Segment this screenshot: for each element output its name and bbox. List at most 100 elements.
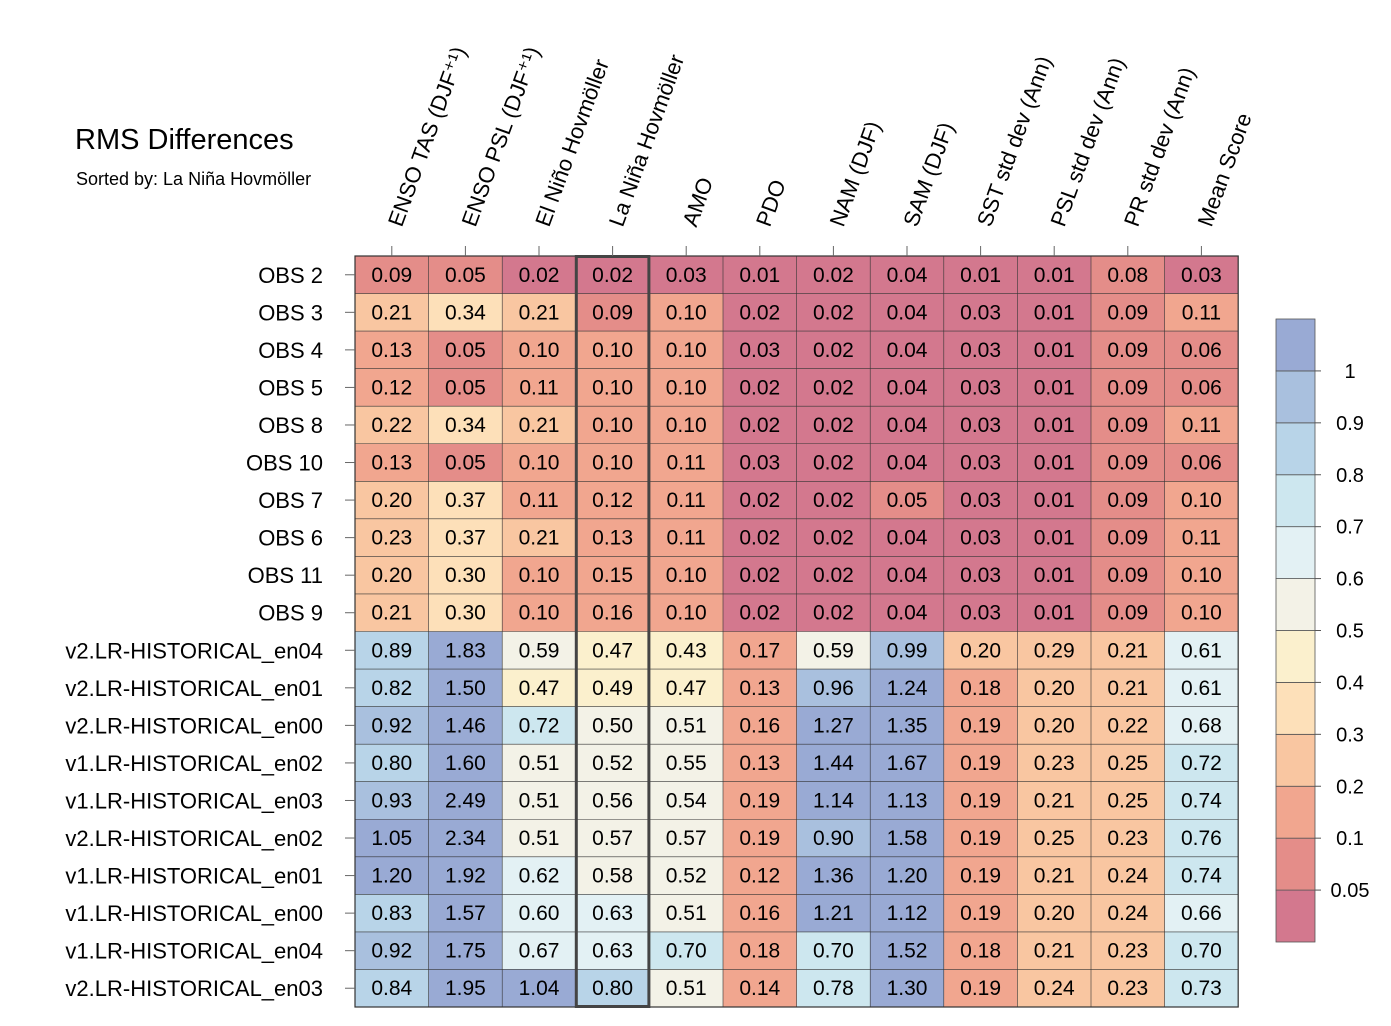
cell-value-label: 0.04	[887, 602, 928, 625]
heatmap-cell	[355, 931, 429, 970]
heatmap-cell	[355, 856, 429, 895]
heatmap-cell	[1164, 706, 1239, 745]
cell-value-label: 0.21	[1034, 940, 1075, 963]
cell-value-label: 0.70	[1181, 940, 1222, 963]
heatmap-cell	[502, 819, 576, 857]
heatmap-cell	[502, 331, 576, 369]
cell-value-label: 0.78	[813, 977, 854, 1000]
cell-value-label: 0.30	[445, 564, 486, 587]
cell-value-label: 1.92	[445, 865, 486, 888]
heatmap-cell	[870, 368, 944, 407]
heatmap-cell	[870, 631, 944, 670]
heatmap-cell	[649, 819, 723, 857]
heatmap-cell	[1017, 481, 1091, 519]
heatmap-cell	[575, 293, 650, 332]
cell-value-label: 0.76	[1181, 827, 1222, 850]
heatmap-cell	[649, 706, 723, 745]
cell-value-label: 0.29	[1034, 639, 1075, 662]
heatmap-cell	[355, 969, 429, 1007]
heatmap-cell	[1164, 669, 1239, 707]
heatmap-cell	[649, 443, 723, 482]
heatmap-cell	[796, 781, 871, 820]
colorbar: 0.05 0.1 0.2 0.3 0.4 0.5 0.6 0.7 0.8 0.9 1	[1275, 318, 1369, 943]
cell-value-label: 0.16	[592, 602, 633, 625]
colorbar-swatch	[1275, 682, 1316, 735]
heatmap-cell	[796, 819, 871, 857]
heatmap-cell	[428, 556, 503, 594]
cell-value-label: 0.03	[739, 339, 780, 362]
heatmap-cell	[870, 856, 944, 895]
heatmap-cell	[1091, 819, 1165, 857]
heatmap-cell	[428, 894, 503, 932]
column-label-pr-std-dev-ann: PR std dev (Ann)	[1119, 64, 1200, 230]
cell-value-label: 0.10	[666, 414, 707, 437]
cell-value-label: 0.67	[519, 940, 560, 963]
cell-value-label: 0.02	[813, 564, 854, 587]
cell-value-label: 1.30	[887, 977, 928, 1000]
cell-value-label: 0.62	[519, 865, 560, 888]
cell-value-label: 0.70	[813, 940, 854, 963]
heatmap-cell	[428, 631, 503, 670]
cell-value-label: 0.47	[592, 639, 633, 662]
heatmap-cell	[1091, 406, 1165, 444]
cell-value-label: 0.55	[666, 752, 707, 775]
heatmap-cell	[428, 969, 503, 1007]
cell-value-label: 0.11	[667, 452, 706, 475]
column-labels: ENSO TAS (DJF⁺¹)ENSO PSL (DJF⁺¹)El Niño …	[383, 43, 1257, 256]
heatmap-cell	[796, 969, 871, 1007]
heatmap-cell	[1091, 856, 1165, 895]
heatmap-cell	[502, 593, 576, 632]
heatmap-cell	[870, 443, 944, 482]
cell-value-label: 1.95	[445, 977, 486, 1000]
cell-value-label: 0.59	[813, 639, 854, 662]
chart-title: RMS Differences	[75, 124, 294, 156]
cell-value-label: 0.20	[960, 639, 1001, 662]
heatmap-cell	[502, 443, 576, 482]
cell-value-label: 0.80	[371, 752, 412, 775]
colorbar-tick-label: 0.9	[1336, 413, 1364, 435]
row-label-obs-7: OBS 7	[258, 488, 323, 513]
heatmap-cell	[1164, 894, 1239, 932]
cell-value-label: 1.46	[445, 714, 486, 737]
heatmap-cell	[943, 556, 1018, 594]
heatmap-cell	[1091, 443, 1165, 482]
heatmap-cell	[1164, 256, 1239, 294]
cell-value-label: 0.99	[887, 639, 928, 662]
cell-value-label: 2.34	[445, 827, 486, 850]
heatmap-cell	[1091, 556, 1165, 594]
heatmap-cell	[723, 443, 797, 482]
cell-value-label: 0.25	[1107, 752, 1148, 775]
heatmap-cell	[796, 744, 871, 782]
heatmap-cell	[355, 631, 429, 670]
cell-value-label: 0.47	[666, 677, 707, 700]
heatmap-cell	[723, 819, 797, 857]
colorbar-tick-label: 0.6	[1336, 569, 1364, 591]
heatmap-cell	[870, 781, 944, 820]
cell-value-label: 0.63	[592, 940, 633, 963]
cell-value-label: 0.21	[1034, 789, 1075, 812]
cell-value-label: 0.10	[1181, 489, 1222, 512]
heatmap-cell	[428, 293, 503, 332]
cell-value-label: 0.58	[592, 865, 633, 888]
cell-value-label: 0.20	[1034, 677, 1075, 700]
heatmap-cell	[575, 256, 650, 294]
heatmap-cell	[1017, 443, 1091, 482]
cell-value-label: 0.51	[519, 789, 560, 812]
heatmap-cell	[575, 856, 650, 895]
cell-value-label: 0.13	[739, 752, 780, 775]
cell-value-label: 0.05	[887, 489, 928, 512]
colorbar-tick-label: 0.2	[1336, 776, 1364, 798]
cell-value-label: 0.50	[592, 714, 633, 737]
row-label-obs-5: OBS 5	[258, 375, 323, 400]
cell-value-label: 0.18	[960, 940, 1001, 963]
heatmap-cell	[1164, 368, 1239, 407]
heatmap-cell	[796, 669, 871, 707]
heatmap-cell	[1017, 631, 1091, 670]
heatmap-cell	[502, 406, 576, 444]
cell-value-label: 1.50	[445, 677, 486, 700]
cell-value-label: 1.12	[887, 902, 928, 925]
cell-value-label: 0.14	[739, 977, 780, 1000]
cell-value-label: 0.34	[445, 414, 486, 437]
cell-value-label: 0.52	[592, 752, 633, 775]
heatmap-cell	[943, 481, 1018, 519]
